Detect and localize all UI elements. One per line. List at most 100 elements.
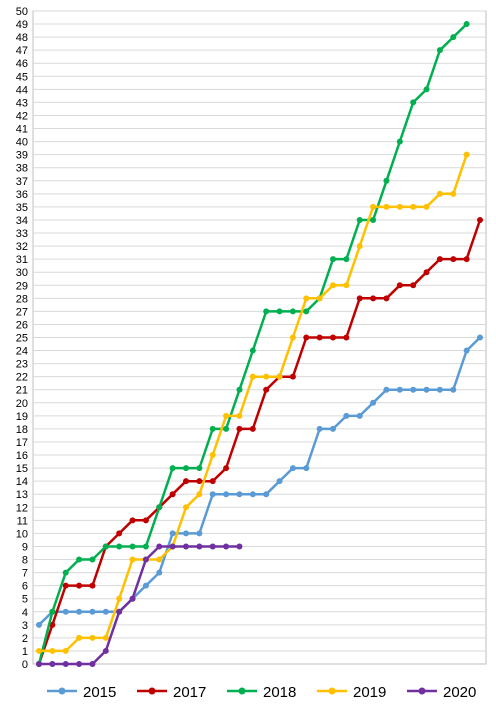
data-point-2019 (330, 282, 336, 289)
y-tick-label: 23 (16, 359, 28, 371)
y-tick-label: 18 (16, 424, 28, 436)
data-point-2018 (169, 465, 176, 472)
data-point-2017 (129, 517, 136, 524)
legend-label-2018: 2018 (263, 684, 296, 701)
data-point-2020 (89, 661, 96, 667)
y-tick-label: 21 (16, 385, 28, 397)
data-point-2017 (223, 465, 230, 472)
data-point-2015 (102, 608, 109, 615)
data-point-2015 (236, 491, 243, 498)
y-tick-label: 45 (16, 71, 28, 83)
data-point-2017 (396, 282, 403, 289)
legend-label-2017: 2017 (173, 684, 206, 701)
data-point-2019 (356, 243, 363, 250)
data-point-2017 (463, 256, 470, 263)
data-point-2019 (316, 295, 323, 302)
data-point-2019 (276, 373, 283, 380)
data-point-2017 (142, 517, 149, 524)
data-point-2017 (356, 295, 363, 302)
y-tick-label: 7 (22, 568, 28, 580)
data-point-2015 (316, 425, 323, 432)
legend-marker-2015 (58, 687, 66, 695)
y-tick-label: 50 (16, 6, 28, 18)
data-point-2018 (183, 465, 189, 472)
y-tick-label: 6 (22, 581, 28, 593)
data-point-2019 (36, 647, 42, 654)
y-tick-label: 30 (16, 267, 28, 279)
data-point-2015 (276, 478, 283, 485)
data-point-2017 (116, 530, 123, 537)
y-tick-label: 33 (16, 228, 28, 240)
data-point-2018 (89, 556, 96, 563)
y-tick-label: 43 (16, 97, 28, 109)
data-point-2015 (76, 608, 83, 615)
data-point-2017 (236, 425, 243, 432)
y-tick-label: 5 (22, 594, 28, 606)
data-point-2020 (156, 543, 163, 550)
y-tick-label: 37 (16, 176, 28, 188)
data-point-2020 (183, 543, 189, 550)
data-point-2015 (436, 386, 443, 393)
data-point-2019 (410, 203, 417, 210)
data-point-2017 (343, 334, 350, 341)
data-point-2018 (102, 543, 109, 550)
y-tick-label: 24 (16, 346, 28, 358)
y-tick-label: 11 (17, 515, 28, 527)
data-point-2019 (223, 412, 230, 419)
data-point-2017 (423, 269, 430, 276)
data-point-2019 (370, 203, 377, 210)
y-tick-label: 1 (22, 646, 28, 658)
y-tick-label: 38 (16, 163, 28, 175)
data-point-2018 (396, 138, 403, 145)
data-point-2017 (169, 491, 176, 498)
y-tick-label: 39 (16, 150, 28, 162)
data-point-2018 (236, 386, 243, 393)
y-tick-label: 35 (16, 202, 28, 214)
data-point-2017 (76, 582, 83, 589)
y-tick-label: 36 (16, 189, 28, 201)
data-point-2018 (142, 543, 149, 550)
data-point-2020 (49, 661, 56, 667)
data-point-2019 (102, 634, 109, 641)
data-point-2018 (463, 21, 470, 28)
data-point-2015 (62, 608, 69, 615)
data-point-2017 (263, 386, 270, 393)
data-point-2020 (223, 543, 230, 550)
data-point-2015 (383, 386, 390, 393)
data-point-2019 (156, 556, 163, 563)
data-point-2015 (249, 491, 256, 498)
data-point-2019 (396, 203, 403, 210)
data-point-2017 (49, 621, 56, 628)
data-point-2018 (62, 569, 69, 576)
data-point-2015 (477, 334, 483, 341)
y-tick-label: 19 (16, 411, 28, 423)
data-point-2020 (76, 661, 83, 667)
legend-label-2019: 2019 (353, 684, 386, 701)
y-tick-label: 13 (16, 489, 28, 501)
data-point-2019 (196, 491, 203, 498)
y-tick-label: 41 (16, 124, 28, 136)
data-point-2015 (330, 425, 336, 432)
y-tick-label: 34 (16, 215, 28, 227)
data-point-2018 (156, 504, 163, 511)
y-tick-label: 17 (16, 437, 28, 449)
y-tick-label: 16 (16, 450, 28, 462)
legend-label-2020: 2020 (443, 684, 476, 701)
series-line-2020 (39, 545, 240, 666)
data-point-2020 (196, 543, 203, 550)
data-point-2018 (343, 256, 350, 263)
data-point-2017 (383, 295, 390, 302)
data-point-2017 (450, 256, 457, 263)
data-point-2015 (463, 347, 470, 354)
data-point-2017 (89, 582, 96, 589)
data-point-2018 (303, 308, 310, 315)
data-point-2018 (330, 256, 336, 263)
y-tick-label: 25 (16, 333, 28, 345)
y-tick-label: 49 (16, 19, 28, 31)
data-point-2020 (102, 647, 109, 654)
data-point-2019 (343, 282, 350, 289)
y-tick-label: 26 (16, 319, 28, 331)
data-point-2015 (370, 399, 377, 406)
data-point-2015 (142, 582, 149, 589)
